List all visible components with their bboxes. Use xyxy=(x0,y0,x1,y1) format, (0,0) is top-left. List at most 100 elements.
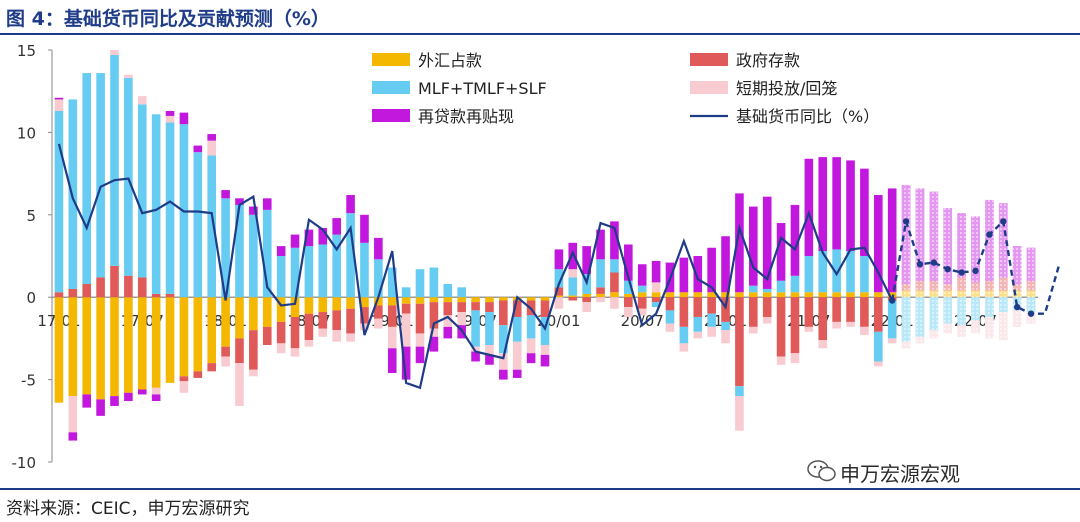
bar-forecast-hatch xyxy=(957,297,966,326)
bar-fx xyxy=(554,295,564,298)
bar-forecast-hatch xyxy=(1026,290,1036,298)
bar-forecast-hatch xyxy=(915,188,925,281)
bar-mlf xyxy=(554,269,564,288)
line-marker xyxy=(1013,303,1021,311)
bar-relend xyxy=(485,354,494,365)
bar-relend xyxy=(249,206,258,215)
bar-forecast-hatch xyxy=(929,191,939,281)
bar-relend xyxy=(221,190,230,199)
bar-short xyxy=(762,316,772,324)
bar-gov xyxy=(304,313,314,341)
bar-gov xyxy=(499,300,508,326)
bar-forecast-hatch xyxy=(929,290,939,298)
bar-short xyxy=(332,330,341,342)
bar-gov xyxy=(165,293,175,298)
bars-group xyxy=(54,50,1036,441)
bar-relend xyxy=(54,97,64,100)
bar-mlf xyxy=(415,269,425,298)
bar-mlf xyxy=(499,325,508,354)
bar-forecast-hatch xyxy=(957,325,966,337)
bar-short xyxy=(804,326,814,332)
bar-short xyxy=(596,297,605,303)
bar-relend xyxy=(443,326,453,339)
line-series-actual xyxy=(57,143,894,390)
bar-forecast-hatch xyxy=(929,297,939,331)
bar-short xyxy=(707,326,716,337)
bar-short xyxy=(818,340,828,349)
bar-forecast-hatch xyxy=(1026,247,1036,281)
bar-short xyxy=(832,321,841,329)
bar-gov xyxy=(346,308,355,334)
bar-short xyxy=(526,338,536,354)
bar-fx xyxy=(387,297,397,306)
bar-forecast-hatch xyxy=(998,203,1008,278)
bar-short xyxy=(693,331,703,339)
bar-fx xyxy=(401,297,411,304)
bar-mlf xyxy=(860,256,869,293)
bar-fx xyxy=(68,297,78,397)
bar-mlf xyxy=(637,285,647,293)
bar-relend xyxy=(512,369,522,378)
bar-gov xyxy=(624,297,633,308)
bar-gov xyxy=(137,277,147,298)
bar-forecast-hatch xyxy=(1012,310,1022,327)
bar-gov xyxy=(735,297,744,387)
bar-forecast-hatch xyxy=(971,282,980,291)
bar-forecast-hatch xyxy=(985,316,994,339)
bar-mlf xyxy=(290,247,300,298)
bar-short xyxy=(235,363,244,406)
bar-short xyxy=(651,282,661,293)
bar-short xyxy=(290,348,300,357)
bar-relend xyxy=(401,346,411,380)
bar-mlf xyxy=(804,256,814,293)
bar-fx xyxy=(304,297,314,314)
y-tick-label: 5 xyxy=(26,207,36,225)
bar-short xyxy=(249,369,258,377)
bar-fx xyxy=(721,292,730,298)
bar-relend xyxy=(193,145,203,153)
bar-gov xyxy=(651,297,661,303)
bar-forecast-hatch xyxy=(985,280,994,291)
y-tick-label: -5 xyxy=(21,372,36,390)
bar-short xyxy=(179,381,189,393)
bar-relend xyxy=(707,247,716,293)
bar-short xyxy=(873,361,883,367)
bar-fx xyxy=(499,297,508,301)
bar-short xyxy=(471,346,480,352)
bar-fx xyxy=(568,295,578,298)
bar-fx xyxy=(54,297,64,403)
bar-short xyxy=(415,333,425,347)
bar-gov xyxy=(207,363,217,372)
bar-gov xyxy=(596,287,605,294)
bar-fx xyxy=(262,297,272,327)
bar-gov xyxy=(68,288,78,298)
bar-gov xyxy=(276,321,286,344)
bar-mlf xyxy=(735,386,744,397)
bar-relend xyxy=(610,221,619,260)
bar-gov xyxy=(262,326,272,345)
bar-mlf xyxy=(193,152,203,298)
bar-gov xyxy=(401,303,411,314)
bar-gov xyxy=(360,307,369,324)
bar-forecast-hatch xyxy=(929,330,939,339)
bar-mlf xyxy=(124,78,133,276)
bar-short xyxy=(54,99,64,111)
bar-forecast-hatch xyxy=(943,290,953,298)
bar-short xyxy=(540,344,550,355)
bar-gov xyxy=(818,297,828,341)
bar-mlf xyxy=(610,259,619,273)
bar-mlf xyxy=(568,277,578,296)
bar-relend xyxy=(276,246,286,256)
bar-short xyxy=(776,356,786,365)
bar-mlf xyxy=(401,287,411,298)
bar-short xyxy=(221,356,230,367)
bar-forecast-hatch xyxy=(998,297,1008,313)
bar-fx xyxy=(596,293,605,298)
bar-gov xyxy=(568,297,578,301)
bar-short xyxy=(554,297,564,309)
bar-mlf xyxy=(276,256,286,298)
bar-fx xyxy=(679,292,689,298)
bar-relend xyxy=(818,157,828,252)
bar-mlf xyxy=(873,331,883,362)
